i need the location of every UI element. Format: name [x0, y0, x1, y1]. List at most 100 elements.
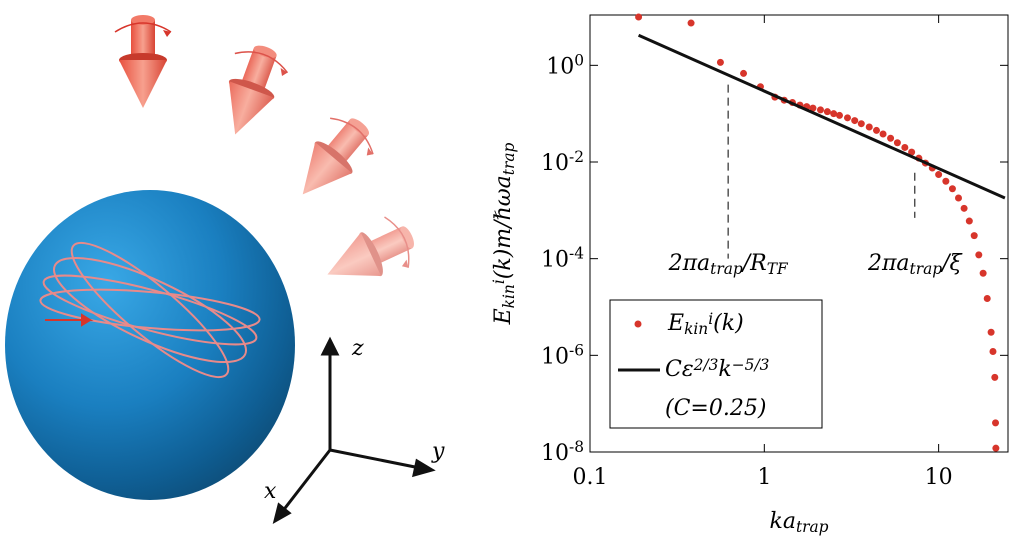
data-point — [879, 130, 887, 138]
y-tick-label: 10-4 — [541, 244, 584, 272]
text-part: 2/3 — [693, 356, 719, 374]
text-part: trap — [796, 518, 829, 536]
chart: 0.1 1 1010010-210-410-610-8katrapEkini(k)m… — [490, 13, 1009, 536]
data-point — [823, 108, 831, 116]
legend-box — [609, 299, 823, 429]
data-point — [809, 104, 817, 112]
text-part: E — [667, 311, 684, 336]
data-point — [865, 123, 873, 131]
data-point — [987, 328, 995, 336]
axis-label-x: x — [264, 479, 277, 504]
data-point — [989, 348, 997, 356]
y-tick-label: 10-6 — [541, 341, 584, 369]
arrow-2 — [208, 36, 295, 145]
orbit-arrow — [45, 313, 94, 327]
data-point — [635, 13, 643, 21]
x-tick-label: 10 — [925, 465, 953, 490]
plot-frame — [589, 14, 1009, 453]
text-part: trap — [710, 260, 743, 278]
tick-base: 10 — [541, 344, 569, 369]
fit-line — [637, 33, 1006, 200]
text-part: 2πa — [668, 251, 711, 276]
tick-exp: -6 — [569, 341, 584, 359]
axis-label-y: y — [431, 439, 445, 464]
data-point — [965, 217, 973, 225]
tick-base: 10 — [541, 151, 569, 176]
data-point — [991, 373, 999, 381]
text-part: trap — [500, 142, 518, 175]
annotation-label: 2πatrap/RTF — [668, 251, 789, 278]
text-part: i — [708, 310, 713, 328]
x-tick-label: 0.1 — [573, 465, 608, 490]
y-tick-label: 100 — [546, 51, 584, 79]
sphere — [5, 190, 295, 500]
data-point — [901, 143, 909, 151]
data-point — [687, 19, 695, 27]
legend-label: Cε2/3k−5/3 — [665, 356, 770, 382]
tick-base: 10 — [546, 54, 574, 79]
illustration: z y x — [5, 14, 445, 525]
tick-exp: -4 — [569, 244, 584, 262]
tick-base: 10 — [541, 248, 569, 273]
data-point — [975, 251, 983, 259]
data-point — [992, 419, 1000, 427]
tick-base: 10 — [541, 441, 569, 466]
annotation-label: 2πatrap/ξ — [867, 251, 964, 278]
legend-swatch — [634, 320, 642, 328]
data-point — [887, 134, 895, 142]
text-part: kin — [684, 320, 708, 338]
data-point — [716, 58, 724, 66]
arrow-4 — [314, 209, 425, 301]
orbits — [39, 241, 261, 379]
data-point — [992, 444, 1000, 452]
data-point — [948, 185, 956, 193]
data-point — [857, 120, 865, 128]
data-point — [954, 194, 962, 202]
data-point — [893, 139, 901, 147]
text-part: E — [491, 308, 516, 325]
data-point — [872, 126, 880, 134]
text-part: /ξ — [940, 251, 963, 276]
data-point — [843, 114, 851, 122]
data-point — [970, 232, 978, 240]
arrow-1 — [114, 14, 172, 109]
data-point — [942, 177, 950, 185]
tick-exp: -8 — [569, 438, 584, 456]
text-part: (k)m/ℏωa — [491, 175, 516, 279]
axes — [272, 336, 436, 525]
text-part: i — [490, 279, 508, 284]
data-point — [851, 117, 859, 125]
data-point — [836, 111, 844, 119]
data-point — [816, 106, 824, 114]
text-part: −5/3 — [732, 356, 770, 374]
text-part: trap — [910, 260, 943, 278]
text-part: k — [718, 357, 731, 382]
text-part: Cε — [665, 357, 694, 382]
data-point — [908, 148, 916, 156]
text-part: ka — [769, 509, 795, 534]
data-point — [983, 294, 991, 302]
data-point — [935, 171, 943, 179]
y-tick-label: 10-2 — [541, 148, 584, 176]
text-part: /R — [741, 251, 767, 276]
y-axis-label: Ekini(k)m/ℏωatrap — [490, 142, 518, 325]
x-axis-label: katrap — [769, 509, 828, 536]
text-part: TF — [767, 260, 789, 278]
data-point — [960, 204, 968, 212]
text-part: 2πa — [867, 251, 910, 276]
data-point — [830, 110, 838, 118]
text-part: kin — [500, 284, 518, 308]
x-tick-label: 1 — [757, 465, 771, 490]
y-tick-label: 10-8 — [541, 438, 584, 466]
legend-note: (C=0.25) — [665, 396, 766, 421]
legend-label: Ekini(k) — [667, 310, 744, 338]
tick-exp: -2 — [569, 148, 584, 166]
axis-label-z: z — [351, 336, 364, 361]
data-point — [979, 269, 987, 277]
data-point — [740, 69, 748, 77]
text-part: (k) — [713, 311, 744, 336]
tick-exp: 0 — [574, 51, 584, 69]
arrow-3 — [280, 104, 385, 214]
